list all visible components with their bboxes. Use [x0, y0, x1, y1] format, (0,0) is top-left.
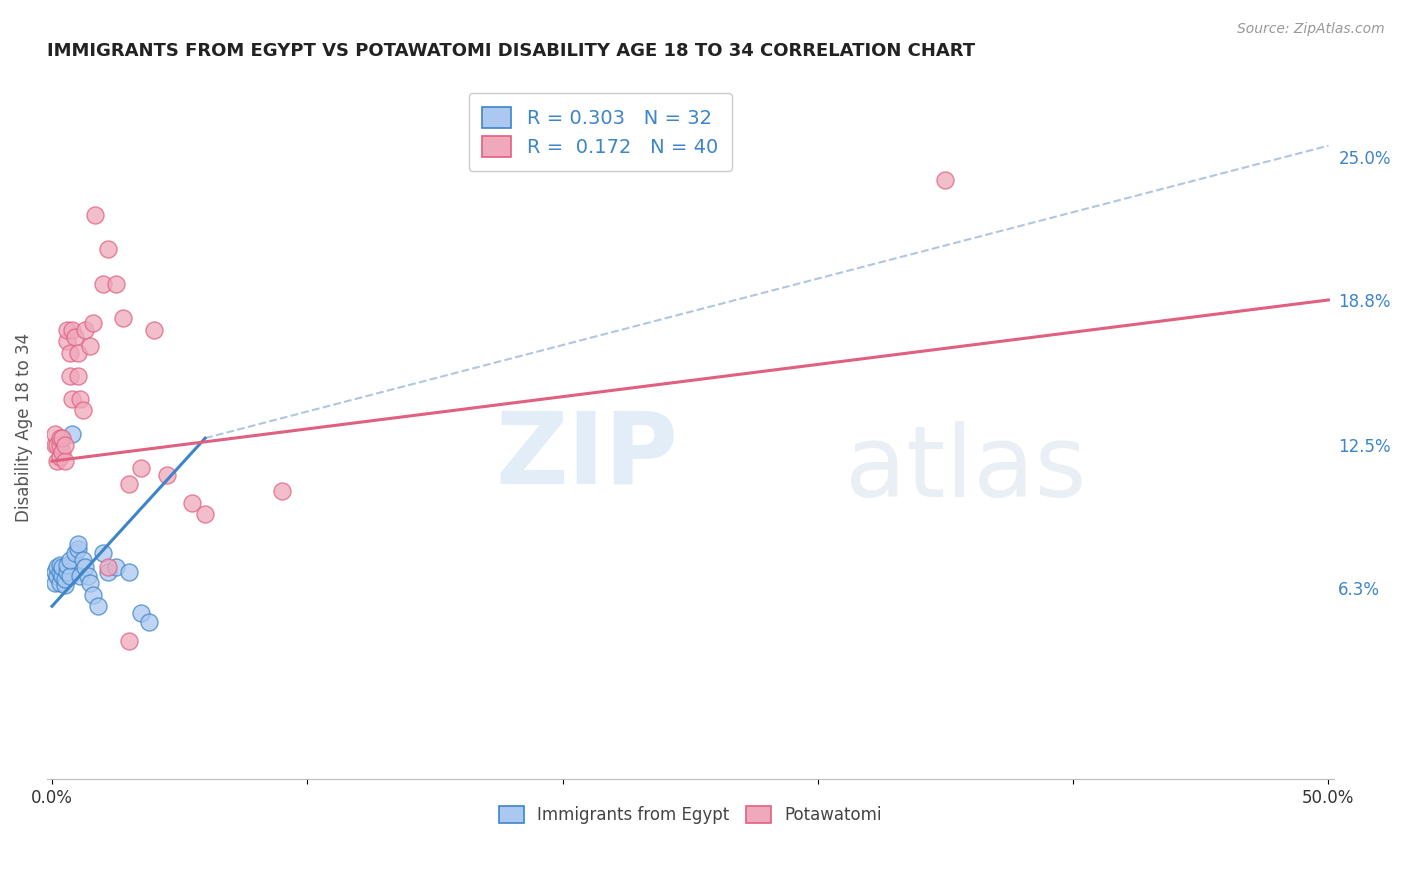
Text: ZIP: ZIP — [496, 408, 679, 504]
Point — [48, 431, 70, 445]
Point — [138, 615, 160, 630]
Point — [59, 368, 82, 383]
Text: Source: ZipAtlas.com: Source: ZipAtlas.com — [1237, 22, 1385, 37]
Point — [117, 633, 139, 648]
Text: IMMIGRANTS FROM EGYPT VS POTAWATOMI DISABILITY AGE 18 TO 34 CORRELATION CHART: IMMIGRANTS FROM EGYPT VS POTAWATOMI DISA… — [46, 42, 974, 60]
Point — [84, 208, 107, 222]
Point — [131, 606, 153, 620]
Point — [46, 560, 69, 574]
Point — [46, 454, 69, 468]
Point — [44, 565, 66, 579]
Point — [48, 576, 70, 591]
Point — [66, 368, 89, 383]
Point — [53, 578, 76, 592]
Point — [156, 467, 179, 482]
Point — [53, 454, 76, 468]
Point — [87, 599, 110, 614]
Point — [44, 438, 66, 452]
Point — [79, 576, 101, 591]
Point — [66, 346, 89, 360]
Point — [62, 426, 84, 441]
Point — [82, 588, 104, 602]
Point — [59, 346, 82, 360]
Point — [56, 323, 79, 337]
Point — [91, 546, 114, 560]
Point — [62, 392, 84, 406]
Legend: Immigrants from Egypt, Potawatomi: Immigrants from Egypt, Potawatomi — [489, 796, 891, 834]
Point — [62, 323, 84, 337]
Point — [91, 277, 114, 291]
Point — [44, 426, 66, 441]
Point — [59, 553, 82, 567]
Point — [53, 438, 76, 452]
Point — [56, 565, 79, 579]
Point — [46, 438, 69, 452]
Point — [97, 242, 120, 256]
Point — [63, 330, 86, 344]
Point — [143, 323, 166, 337]
Point — [131, 461, 153, 475]
Point — [75, 560, 97, 574]
Point — [69, 392, 91, 406]
Point — [56, 558, 79, 572]
Point — [44, 576, 66, 591]
Point — [69, 569, 91, 583]
Y-axis label: Disability Age 18 to 34: Disability Age 18 to 34 — [15, 334, 32, 523]
Point — [194, 507, 217, 521]
Point — [76, 569, 98, 583]
Point — [270, 484, 292, 499]
Point — [79, 339, 101, 353]
Point — [48, 565, 70, 579]
Point — [53, 572, 76, 586]
Text: atlas: atlas — [845, 421, 1087, 518]
Point — [48, 450, 70, 464]
Point — [117, 477, 139, 491]
Point — [51, 431, 73, 445]
Point — [97, 560, 120, 574]
Point — [75, 323, 97, 337]
Point — [48, 438, 70, 452]
Point — [56, 334, 79, 349]
Point — [112, 311, 135, 326]
Point — [66, 541, 89, 556]
Point — [59, 569, 82, 583]
Point — [104, 560, 127, 574]
Point — [72, 553, 94, 567]
Point — [63, 546, 86, 560]
Point — [46, 569, 69, 583]
Point — [51, 445, 73, 459]
Point — [51, 560, 73, 574]
Point — [82, 316, 104, 330]
Point — [72, 403, 94, 417]
Point — [51, 569, 73, 583]
Point — [104, 277, 127, 291]
Point — [48, 558, 70, 572]
Point — [934, 173, 956, 187]
Point — [97, 565, 120, 579]
Point — [66, 537, 89, 551]
Point — [117, 565, 139, 579]
Point — [181, 495, 204, 509]
